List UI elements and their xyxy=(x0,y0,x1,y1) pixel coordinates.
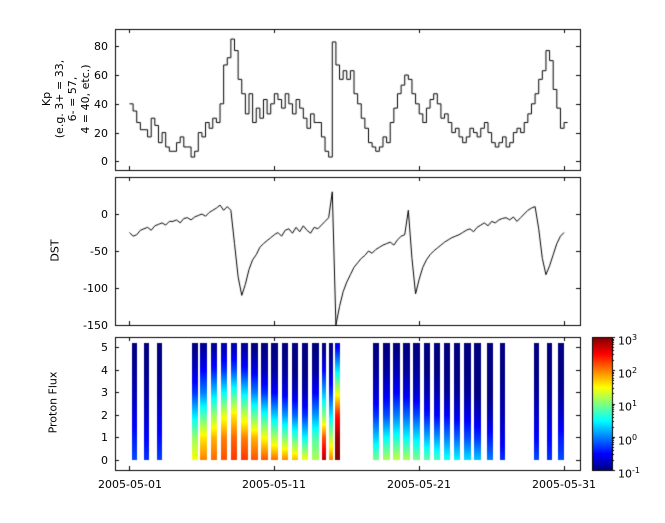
flux-ytick: 3 xyxy=(101,386,108,399)
colorbar-tick: 100 xyxy=(618,431,637,448)
kp-ytick: 0 xyxy=(101,155,108,168)
date-tick: 2005-05-01 xyxy=(98,478,162,491)
colorbar-tick-base: 10 xyxy=(618,467,632,481)
kp-axis-title-line: Kp xyxy=(40,91,53,107)
colorbar-tick: 103 xyxy=(618,331,637,348)
colorbar-tick-base: 10 xyxy=(618,334,632,348)
kp-ytick: 60 xyxy=(94,69,108,82)
flux-ytick: 0 xyxy=(101,454,108,467)
date-tick: 2005-05-11 xyxy=(242,478,306,491)
colorbar-tick: 102 xyxy=(618,364,637,381)
colorbar-tick-base: 10 xyxy=(618,434,632,448)
dst-ytick: -50 xyxy=(90,245,108,258)
date-tick: 2005-05-31 xyxy=(532,478,596,491)
colorbar-tick: 10-1 xyxy=(618,464,640,481)
dst-ytick: 0 xyxy=(101,208,108,221)
colorbar-tick-exp: 0 xyxy=(632,433,638,442)
kp-ytick: 20 xyxy=(94,127,108,140)
flux-ytick: 2 xyxy=(101,409,108,422)
colorbar-tick-exp: 1 xyxy=(632,399,638,408)
kp-axis-title-line: (e.g. 3+ = 33, xyxy=(53,59,66,139)
kp-ytick: 80 xyxy=(94,40,108,53)
kp-ytick: 40 xyxy=(94,98,108,111)
colorbar-tick-exp: 2 xyxy=(632,366,638,375)
proton-flux-axis-title: Proton Flux xyxy=(46,371,60,434)
flux-ytick: 5 xyxy=(101,341,108,354)
colorbar-tick-base: 10 xyxy=(618,367,632,381)
colorbar-tick-base: 10 xyxy=(618,400,632,414)
dst-ytick: -150 xyxy=(83,319,108,332)
colorbar-tick: 101 xyxy=(618,397,637,414)
colorbar-tick-exp: -1 xyxy=(632,466,640,475)
date-tick: 2005-05-21 xyxy=(387,478,451,491)
flux-ytick: 4 xyxy=(101,364,108,377)
flux-ytick: 1 xyxy=(101,431,108,444)
dst-ytick: -100 xyxy=(83,282,108,295)
colorbar-tick-exp: 3 xyxy=(632,333,638,342)
dst-axis-title: DST xyxy=(48,239,62,262)
